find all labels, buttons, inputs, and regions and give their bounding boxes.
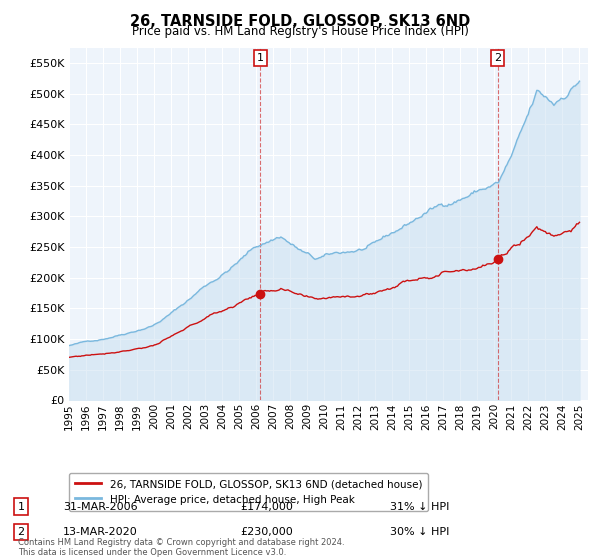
Text: 2: 2 <box>17 527 25 537</box>
Text: Price paid vs. HM Land Registry's House Price Index (HPI): Price paid vs. HM Land Registry's House … <box>131 25 469 38</box>
Text: 13-MAR-2020: 13-MAR-2020 <box>63 527 138 537</box>
Text: 26, TARNSIDE FOLD, GLOSSOP, SK13 6ND: 26, TARNSIDE FOLD, GLOSSOP, SK13 6ND <box>130 14 470 29</box>
Text: £230,000: £230,000 <box>240 527 293 537</box>
Text: 1: 1 <box>17 502 25 512</box>
Text: Contains HM Land Registry data © Crown copyright and database right 2024.
This d: Contains HM Land Registry data © Crown c… <box>18 538 344 557</box>
Text: 31-MAR-2006: 31-MAR-2006 <box>63 502 137 512</box>
Text: 31% ↓ HPI: 31% ↓ HPI <box>390 502 449 512</box>
Text: £174,000: £174,000 <box>240 502 293 512</box>
Text: 1: 1 <box>257 53 264 63</box>
Text: 2: 2 <box>494 53 502 63</box>
Legend: 26, TARNSIDE FOLD, GLOSSOP, SK13 6ND (detached house), HPI: Average price, detac: 26, TARNSIDE FOLD, GLOSSOP, SK13 6ND (de… <box>69 473 428 511</box>
Text: 30% ↓ HPI: 30% ↓ HPI <box>390 527 449 537</box>
